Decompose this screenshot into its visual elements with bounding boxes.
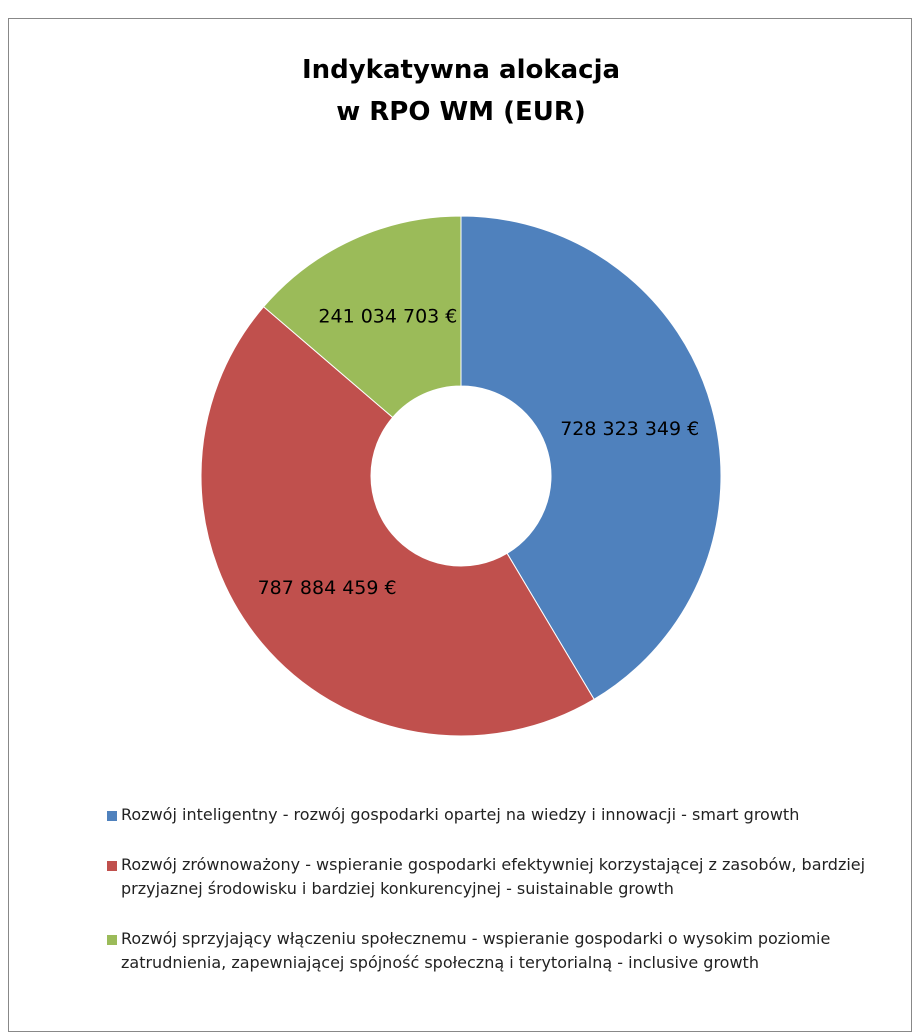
data-label: 241 034 703 € — [318, 305, 457, 327]
legend-swatch — [107, 861, 117, 871]
legend-swatch — [107, 935, 117, 945]
legend-label: Rozwój sprzyjający włączeniu społecznemu… — [121, 929, 831, 972]
legend-label: Rozwój inteligentny - rozwój gospodarki … — [121, 805, 800, 824]
legend-label: Rozwój zrównoważony - wspieranie gospoda… — [121, 855, 866, 898]
slice — [200, 306, 595, 737]
legend-item: Rozwój sprzyjający włączeniu społecznemu… — [105, 927, 875, 975]
slice — [262, 215, 462, 419]
legend: Rozwój inteligentny - rozwój gospodarki … — [105, 803, 875, 1001]
legend-item: Rozwój inteligentny - rozwój gospodarki … — [105, 803, 875, 827]
chart-frame: Indykatywna alokacja w RPO WM (EUR) 728 … — [8, 18, 912, 1032]
legend-item: Rozwój zrównoważony - wspieranie gospoda… — [105, 853, 875, 901]
donut: 728 323 349 € 787 884 459 € 241 034 703 € — [200, 215, 722, 737]
chart-title: Indykatywna alokacja w RPO WM (EUR) — [9, 49, 913, 133]
data-label: 787 884 459 € — [258, 577, 397, 599]
legend-swatch — [107, 811, 117, 821]
title-text: Indykatywna alokacja w RPO WM (EUR) — [301, 55, 621, 127]
data-label: 728 323 349 € — [560, 418, 699, 440]
slice — [460, 215, 722, 701]
